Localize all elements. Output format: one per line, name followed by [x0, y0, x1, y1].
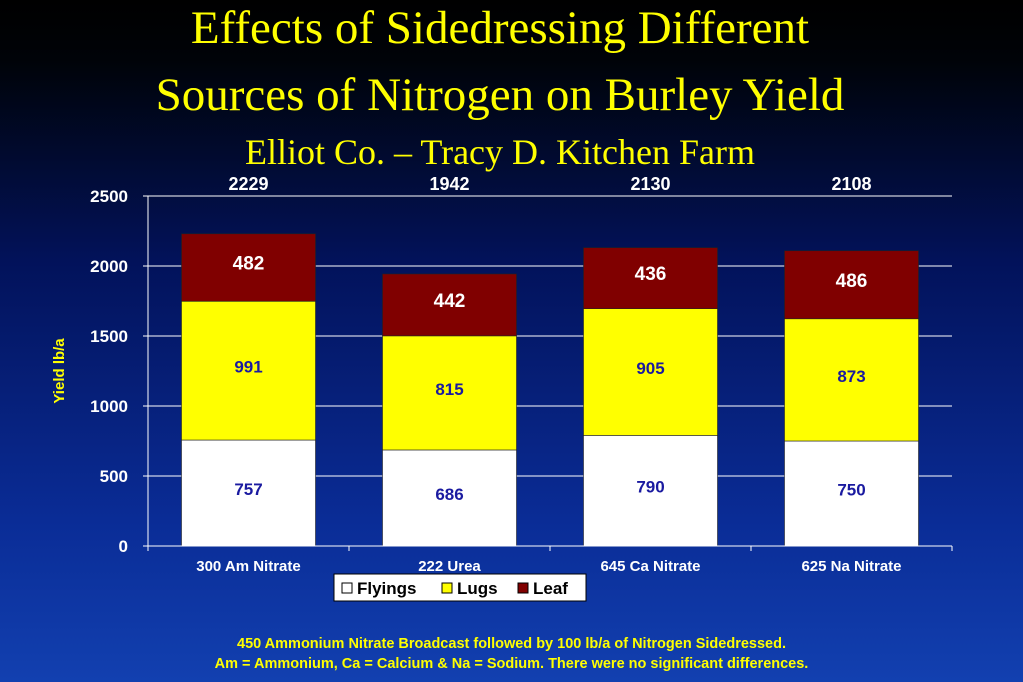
legend-label-lugs: Lugs	[457, 579, 498, 598]
total-label: 2130	[630, 174, 670, 194]
bar-lugs	[181, 300, 316, 441]
y-tick-label: 500	[100, 467, 128, 486]
data-label-flyings: 757	[234, 480, 262, 499]
legend-swatch-leaf	[517, 582, 529, 594]
legend-box	[333, 573, 587, 602]
bar-flyings	[181, 439, 316, 547]
bar-lugs	[784, 318, 919, 442]
data-label-lugs: 873	[837, 367, 865, 386]
chart-subtitle: Elliot Co. – Tracy D. Kitchen Farm	[245, 132, 755, 172]
footnote-line-2: Am = Ammonium, Ca = Calcium & Na = Sodiu…	[214, 656, 809, 672]
bar-lugs	[382, 335, 517, 451]
bar-flyings	[583, 435, 718, 547]
bars	[181, 233, 919, 547]
bar-leaf	[583, 247, 718, 310]
x-tick-label: 645 Ca Nitrate	[600, 558, 700, 575]
data-label-lugs: 905	[636, 359, 664, 378]
bar-leaf	[784, 250, 919, 320]
legend-label-flyings: Flyings	[357, 579, 417, 598]
data-label-leaf: 442	[434, 291, 466, 312]
y-tick-label: 1500	[90, 327, 128, 346]
y-tick-label: 0	[119, 537, 128, 556]
total-label: 2108	[831, 174, 871, 194]
axes: 0 500 1000 1500 2000 2500 Yield lb/a 300 Am Nit…	[51, 187, 953, 575]
legend: Flyings Lugs Leaf	[333, 573, 587, 602]
legend-swatch-flyings	[341, 582, 353, 594]
data-label-lugs: 815	[435, 380, 463, 399]
chart-title-line-2: Sources of Nitrogen on Burley Yield	[155, 69, 845, 121]
y-tick-label: 1000	[90, 397, 128, 416]
bar-lugs	[583, 308, 718, 436]
y-tick-label: 2500	[90, 187, 128, 206]
chart-title-line-1: Effects of Sidedressing Different	[190, 2, 810, 54]
data-label-lugs: 991	[234, 358, 262, 377]
data-label-leaf: 486	[836, 271, 868, 292]
x-tick-label: 300 Am Nitrate	[196, 558, 301, 575]
data-label-flyings: 686	[435, 485, 463, 504]
y-axis-title: Yield lb/a	[51, 338, 68, 404]
x-tick-label: 625 Na Nitrate	[801, 558, 901, 575]
total-label: 2229	[228, 174, 268, 194]
bar-leaf	[382, 273, 517, 337]
data-label-leaf: 436	[635, 264, 667, 285]
total-label: 1942	[429, 174, 469, 194]
footnote-line-1: 450 Ammonium Nitrate Broadcast followed …	[237, 636, 786, 652]
data-labels: 757 991 482 2229 686 815 442 1942 790 905 436 2130 7…	[228, 174, 871, 504]
bar-flyings	[382, 449, 517, 547]
data-label-flyings: 750	[837, 481, 865, 500]
legend-label-leaf: Leaf	[533, 579, 568, 598]
bar-flyings	[784, 440, 919, 547]
y-tick-label: 2000	[90, 257, 128, 276]
legend-swatch-lugs	[441, 582, 453, 594]
data-label-flyings: 790	[636, 478, 664, 497]
x-tick-label: 222 Urea	[418, 558, 481, 575]
bar-leaf	[181, 233, 316, 302]
data-label-leaf: 482	[233, 254, 265, 275]
